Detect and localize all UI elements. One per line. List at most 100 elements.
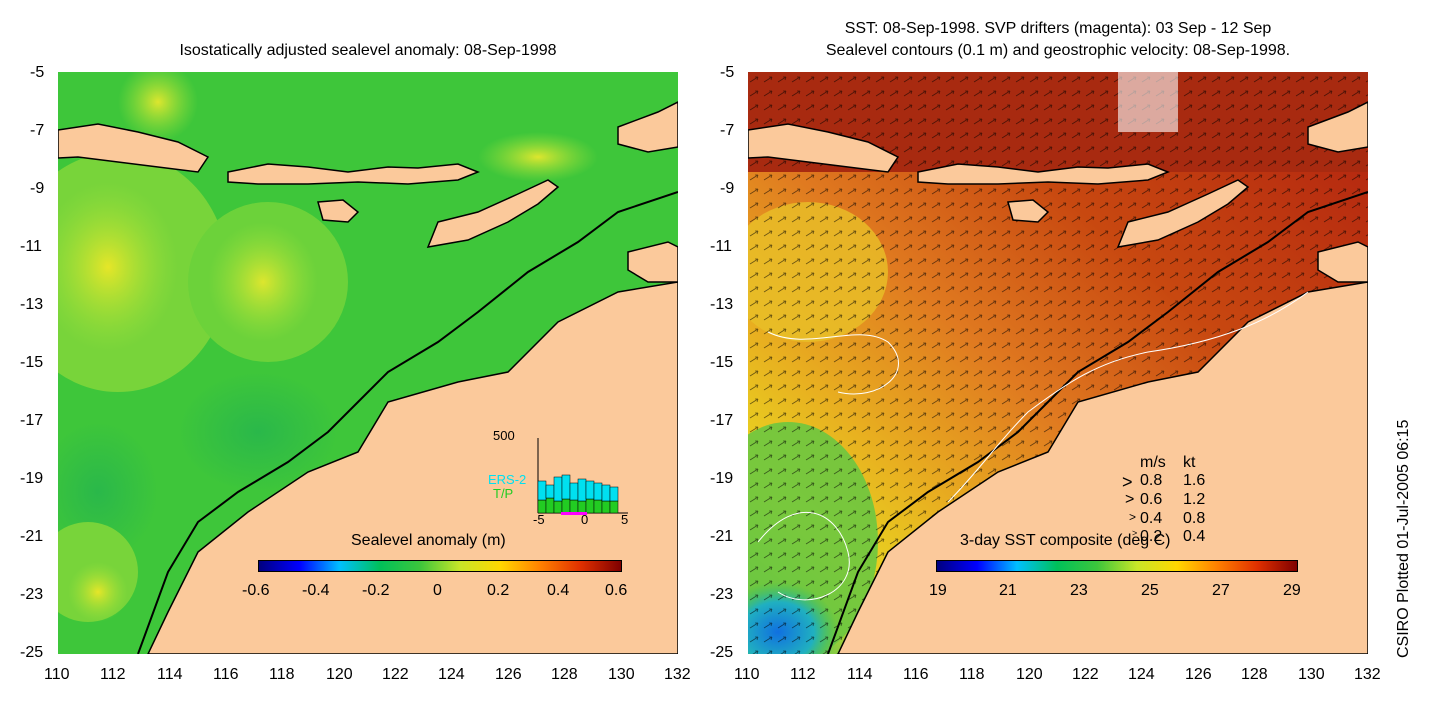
lon-tick: 120 [1016, 666, 1043, 683]
inset-xtick-max: 5 [621, 512, 629, 527]
cape-island [627, 241, 678, 283]
lon-tick: 128 [551, 666, 578, 683]
key-ms: 0.8 [1140, 472, 1163, 489]
key-kt: 1.6 [1183, 472, 1206, 489]
lesser-sunda-islands [227, 163, 481, 185]
lon-tick: 122 [382, 666, 409, 683]
sumba-island [317, 199, 360, 223]
right-cb-tick: 29 [1283, 582, 1301, 599]
lat-tick: -25 [710, 644, 734, 661]
java-island [58, 123, 210, 173]
lon-tick: 122 [1072, 666, 1099, 683]
left-cb-tick: 0.4 [547, 582, 570, 599]
lon-tick: 124 [1128, 666, 1155, 683]
lon-tick: 116 [213, 666, 239, 683]
right-panel-title-line2: Sealevel contours (0.1 m) and geostrophi… [825, 42, 1291, 59]
sealevel-anomaly-map: 500 ERS-2 T/P [58, 72, 678, 654]
velocity-key: m/s kt > 0.8 1.6 > 0.6 1.2 > 0.4 0.8 > 0… [1122, 454, 1246, 545]
left-colorbar [258, 560, 622, 572]
lon-tick: 112 [100, 666, 126, 683]
lon-tick: 118 [959, 666, 985, 683]
left-panel-title: Isostatically adjusted sealevel anomaly:… [179, 42, 557, 59]
left-cb-tick: -0.4 [302, 582, 330, 599]
vector-arrow-icon: > [1132, 528, 1138, 538]
bathymetry-contour [137, 191, 678, 654]
lat-tick: -23 [20, 586, 44, 603]
lon-tick: 110 [734, 666, 760, 683]
cloud-patch [1118, 72, 1178, 132]
lat-tick: -21 [20, 528, 44, 545]
inset-drifter-window [561, 512, 587, 515]
left-cb-tick: -0.2 [362, 582, 390, 599]
lon-tick: 130 [1298, 666, 1325, 683]
sealevel-contour [767, 331, 899, 395]
inset-xtick-mid: 0 [581, 512, 589, 527]
lon-tick: 132 [1354, 666, 1381, 683]
lat-tick: -7 [30, 122, 45, 139]
velocity-key-header-kt: kt [1183, 454, 1196, 471]
lat-tick: -21 [710, 528, 734, 545]
left-cb-tick: 0.2 [487, 582, 510, 599]
lat-tick: -7 [720, 122, 735, 139]
sst-field [748, 72, 1368, 654]
right-cb-tick: 21 [999, 582, 1017, 599]
lat-tick: -13 [20, 296, 44, 313]
lon-tick: 116 [903, 666, 929, 683]
key-ms: 0.6 [1140, 491, 1163, 508]
timor-island [426, 179, 560, 248]
lat-tick: -9 [30, 180, 45, 197]
lat-tick: -9 [720, 180, 735, 197]
left-colorbar-label: Sealevel anomaly (m) [351, 532, 506, 549]
lat-tick: -25 [20, 644, 44, 661]
lon-tick: 124 [438, 666, 465, 683]
lat-tick: -17 [20, 412, 44, 429]
right-panel-title-line1: SST: 08-Sep-1998. SVP drifters (magenta)… [844, 20, 1272, 37]
right-cb-tick: 19 [929, 582, 947, 599]
lon-tick: 126 [1185, 666, 1212, 683]
key-kt: 0.4 [1183, 528, 1206, 545]
key-ms: 0.4 [1140, 510, 1163, 527]
vector-arrow-icon: > [1122, 472, 1133, 492]
satellite-count-inset: 500 ERS-2 T/P [478, 428, 638, 528]
wetar-island [1307, 101, 1368, 153]
inset-legend-ers: ERS-2 [488, 472, 527, 487]
inset-legend-tp: T/P [493, 486, 514, 501]
lon-tick: 118 [269, 666, 295, 683]
key-kt: 0.8 [1183, 510, 1206, 527]
lon-tick: 128 [1241, 666, 1268, 683]
lat-tick: -13 [710, 296, 734, 313]
credit-label: CSIRO Plotted 01-Jul-2005 06:15 [1395, 419, 1412, 658]
right-colorbar [936, 560, 1298, 572]
inset-bars-ers [537, 474, 619, 502]
lesser-sunda-islands [917, 163, 1171, 185]
lat-tick: -15 [20, 354, 44, 371]
lat-tick: -23 [710, 586, 734, 603]
java-island [748, 123, 900, 173]
sealevel-anomaly-field [58, 72, 678, 654]
velocity-key-header-ms: m/s [1140, 454, 1166, 471]
lon-tick: 120 [326, 666, 353, 683]
sst-velocity-map: m/s kt > 0.8 1.6 > 0.6 1.2 > 0.4 0.8 > 0… [748, 72, 1368, 654]
lon-tick: 112 [790, 666, 816, 683]
vector-arrow-icon: > [1129, 510, 1137, 524]
right-cb-tick: 27 [1212, 582, 1230, 599]
lat-tick: -11 [710, 238, 732, 255]
lat-tick: -17 [710, 412, 734, 429]
lon-tick: 132 [664, 666, 691, 683]
lat-tick: -15 [710, 354, 734, 371]
left-cb-tick: -0.6 [242, 582, 270, 599]
right-cb-tick: 23 [1070, 582, 1088, 599]
vector-arrow-icon: > [1125, 491, 1135, 508]
left-cb-tick: 0.6 [605, 582, 628, 599]
lon-tick: 114 [847, 666, 873, 683]
inset-histogram [537, 438, 628, 515]
wetar-island [617, 101, 678, 153]
timor-island [1116, 179, 1250, 248]
inset-ymax-label: 500 [493, 428, 515, 443]
key-ms: 0.2 [1140, 528, 1163, 545]
lon-tick: 114 [157, 666, 183, 683]
lat-tick: -19 [20, 470, 44, 487]
sumba-island [1007, 199, 1050, 223]
lon-tick: 126 [495, 666, 522, 683]
lat-tick: -19 [710, 470, 734, 487]
